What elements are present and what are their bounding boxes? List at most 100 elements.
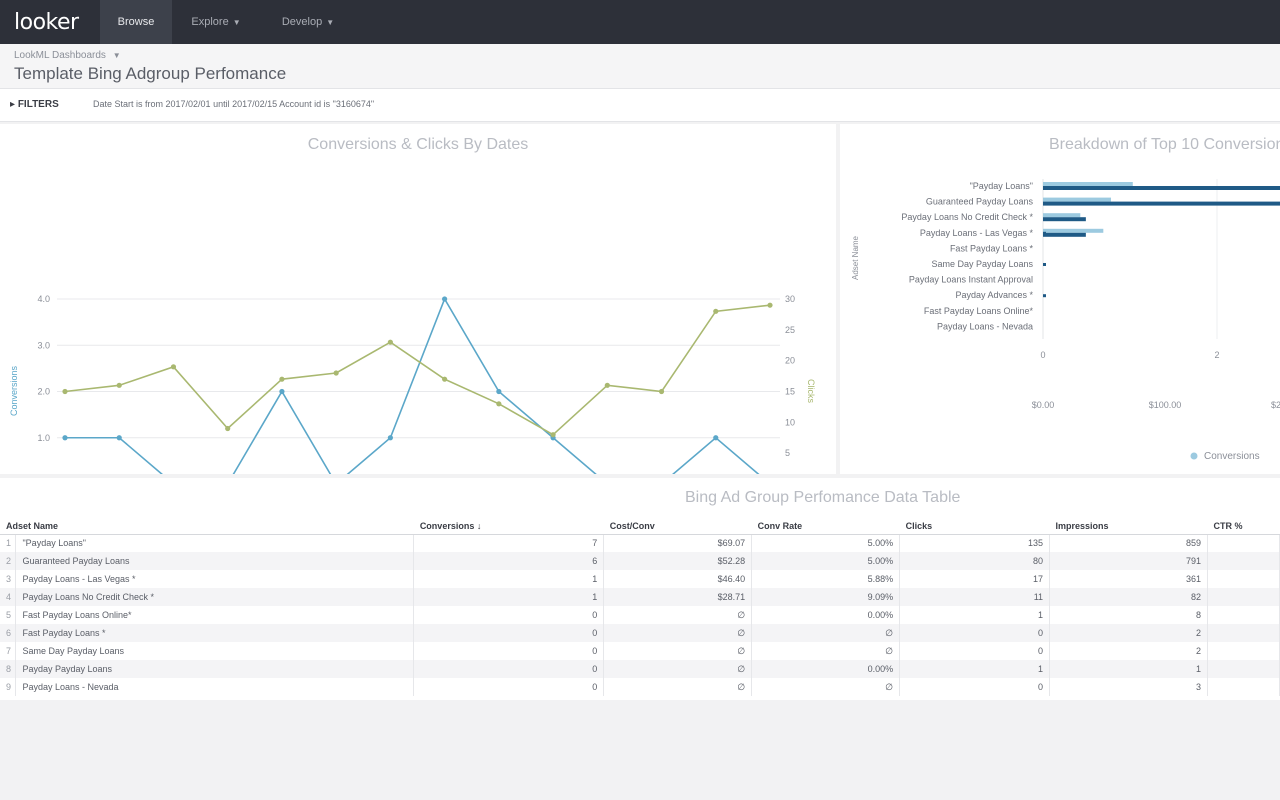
cell-impr: 361: [1049, 570, 1208, 588]
nav-browse[interactable]: Browse: [100, 0, 172, 44]
data-point-clicks: [604, 382, 610, 388]
cell-cost: ∅: [603, 660, 753, 678]
table-row[interactable]: 1 "Payday Loans" 7 $69.07 5.00% 135 859: [0, 534, 1280, 552]
cell-ctr: [1207, 606, 1280, 624]
bar-cost-conv: [1043, 213, 1081, 218]
table-row[interactable]: 6 Fast Payday Loans * 0 ∅ ∅ 0 2: [0, 624, 1280, 642]
cell-impr: 2: [1049, 642, 1208, 660]
cell-conv: 1: [413, 588, 605, 606]
cell-cost: $46.40: [603, 570, 753, 588]
bar-x-tick-top: 2: [1214, 350, 1219, 360]
cell-adset-name[interactable]: Fast Payday Loans *: [15, 624, 415, 642]
cell-cost: $69.07: [603, 534, 753, 552]
table-row[interactable]: 5 Fast Payday Loans Online* 0 ∅ 0.00% 1 8: [0, 606, 1280, 624]
nav-develop-label: Develop: [281, 16, 323, 28]
nav-explore[interactable]: Explore ▼: [172, 0, 260, 44]
cell-conv: 6: [413, 552, 605, 570]
data-point-conversions: [62, 435, 68, 441]
col-adset-name[interactable]: Adset Name: [0, 518, 414, 535]
bar-x-tick-bottom: $2: [1271, 400, 1280, 410]
cell-adset-name[interactable]: Fast Payday Loans Online*: [15, 606, 415, 624]
bar-conversions: [1043, 294, 1046, 298]
legend-marker-conversions: [1190, 452, 1198, 460]
breadcrumb-label: LookML Dashboards: [14, 50, 106, 61]
row-index: 8: [0, 660, 17, 678]
data-point-conversions: [387, 435, 393, 441]
table-row[interactable]: 4 Payday Loans No Credit Check * 1 $28.71 9.…: [0, 588, 1280, 606]
col-ctr[interactable]: CTR %: [1207, 518, 1280, 535]
cell-cost: ∅: [603, 642, 753, 660]
cell-impr: 791: [1049, 552, 1208, 570]
nav-develop[interactable]: Develop ▼: [264, 0, 352, 44]
col-cost-conv[interactable]: Cost/Conv: [603, 518, 752, 535]
cell-adset-name[interactable]: Payday Loans - Nevada: [15, 678, 415, 696]
cell-rate: 0.00%: [751, 660, 901, 678]
cell-adset-name[interactable]: Same Day Payday Loans: [15, 642, 415, 660]
row-index: 1: [0, 534, 17, 552]
col-conversions[interactable]: Conversions ↓: [413, 518, 604, 535]
data-point-clicks: [442, 376, 448, 382]
data-point-conversions: [496, 388, 502, 395]
bar-conversions: [1043, 186, 1280, 190]
table-header-row: Adset Name Conversions ↓ Cost/Conv Conv …: [0, 518, 1280, 535]
y-left-tick-label: 3.0: [37, 340, 50, 350]
line-chart-title: Conversions & Clicks By Dates: [307, 136, 529, 153]
cell-ctr: [1207, 570, 1280, 588]
data-point-clicks: [387, 339, 393, 345]
cell-cost: $52.28: [603, 552, 753, 570]
looker-logo[interactable]: looker: [14, 9, 79, 35]
col-conv-rate[interactable]: Conv Rate: [751, 518, 900, 535]
filters-toggle[interactable]: ▸ FILTERS: [10, 99, 59, 110]
dashboard-header: LookML Dashboards ▼ Template Bing Adgrou…: [0, 44, 1280, 88]
row-index: 4: [0, 588, 17, 606]
row-index: 5: [0, 606, 17, 624]
table-title: Bing Ad Group Perfomance Data Table: [685, 489, 961, 506]
cell-impr: 82: [1049, 588, 1208, 606]
col-impressions[interactable]: Impressions: [1049, 518, 1208, 535]
bar-x-tick-bottom: $0.00: [1032, 400, 1055, 410]
bar-cost-conv: [1043, 228, 1104, 233]
table-row[interactable]: 2 Guaranteed Payday Loans 6 $52.28 5.00% 80 79…: [0, 552, 1280, 570]
bar-conversions: [1043, 232, 1086, 237]
data-table-tile: Bing Ad Group Perfomance Data Table Adse…: [0, 478, 1280, 700]
cell-impr: 3: [1049, 678, 1208, 696]
data-table: Adset Name Conversions ↓ Cost/Conv Conv …: [0, 518, 1280, 696]
cell-rate: ∅: [751, 642, 901, 660]
filter-bar: ▸ FILTERS Date Start is from 2017/02/01 …: [0, 88, 1280, 122]
bar-category-label: Payday Loans No Credit Check *: [901, 212, 1033, 222]
data-point-clicks: [550, 432, 556, 438]
cell-adset-name[interactable]: Guaranteed Payday Loans: [15, 552, 415, 570]
data-point-conversions: [279, 388, 285, 395]
y-left-tick-label: 4.0: [37, 294, 50, 304]
bar-cost-conv: [1043, 197, 1111, 202]
table-row[interactable]: 8 Payday Payday Loans 0 ∅ 0.00% 1 1: [0, 660, 1280, 678]
data-point-clicks: [658, 388, 665, 395]
cell-ctr: [1207, 588, 1280, 606]
breadcrumb[interactable]: LookML Dashboards ▼: [14, 50, 121, 61]
cell-ctr: [1207, 678, 1280, 696]
data-point-clicks: [62, 388, 68, 395]
table-row[interactable]: 9 Payday Loans - Nevada 0 ∅ ∅ 0 3: [0, 678, 1280, 696]
filters-label: FILTERS: [17, 99, 59, 110]
y-right-tick-label: 5: [785, 448, 790, 458]
data-point-clicks: [767, 302, 773, 308]
cell-rate: 5.88%: [751, 570, 901, 588]
row-index: 7: [0, 642, 17, 660]
cell-adset-name[interactable]: "Payday Loans": [15, 534, 415, 552]
bar-x-tick-top: 0: [1040, 350, 1045, 360]
table-row[interactable]: 7 Same Day Payday Loans 0 ∅ ∅ 0 2: [0, 642, 1280, 660]
cell-adset-name[interactable]: Payday Loans - Las Vegas *: [15, 570, 415, 588]
bar-category-label: Payday Loans Instant Approval: [909, 275, 1033, 285]
cell-conv: 7: [413, 534, 605, 552]
col-clicks[interactable]: Clicks: [899, 518, 1050, 535]
cell-conv: 0: [413, 660, 605, 678]
filter-summary[interactable]: Date Start is from 2017/02/01 until 2017…: [93, 99, 375, 109]
cell-adset-name[interactable]: Payday Payday Loans: [15, 660, 415, 678]
bar-category-label: Guaranteed Payday Loans: [926, 197, 1034, 207]
bar-y-axis-label: Adset Name: [851, 235, 860, 280]
cell-rate: ∅: [751, 624, 901, 642]
table-row[interactable]: 3 Payday Loans - Las Vegas * 1 $46.40 5.88% 1…: [0, 570, 1280, 588]
cell-clicks: 0: [899, 678, 1051, 696]
cell-adset-name[interactable]: Payday Loans No Credit Check *: [15, 588, 415, 606]
row-index: 3: [0, 570, 17, 588]
